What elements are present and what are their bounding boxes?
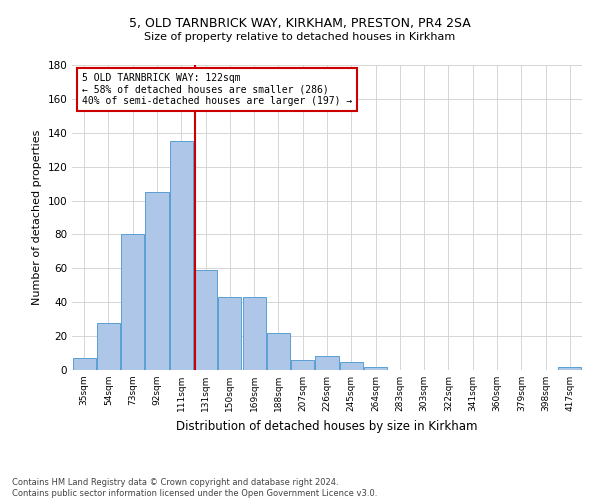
Bar xyxy=(291,360,314,370)
Bar xyxy=(170,141,193,370)
Bar xyxy=(559,366,581,370)
Bar xyxy=(194,270,217,370)
Bar xyxy=(340,362,363,370)
Text: 5 OLD TARNBRICK WAY: 122sqm
← 58% of detached houses are smaller (286)
40% of se: 5 OLD TARNBRICK WAY: 122sqm ← 58% of det… xyxy=(82,72,352,106)
Y-axis label: Number of detached properties: Number of detached properties xyxy=(32,130,42,305)
X-axis label: Distribution of detached houses by size in Kirkham: Distribution of detached houses by size … xyxy=(176,420,478,432)
Bar xyxy=(267,332,290,370)
Bar xyxy=(121,234,144,370)
Text: 5, OLD TARNBRICK WAY, KIRKHAM, PRESTON, PR4 2SA: 5, OLD TARNBRICK WAY, KIRKHAM, PRESTON, … xyxy=(129,18,471,30)
Bar xyxy=(73,358,95,370)
Text: Size of property relative to detached houses in Kirkham: Size of property relative to detached ho… xyxy=(145,32,455,42)
Bar xyxy=(242,297,266,370)
Text: Contains HM Land Registry data © Crown copyright and database right 2024.
Contai: Contains HM Land Registry data © Crown c… xyxy=(12,478,377,498)
Bar xyxy=(97,322,120,370)
Bar xyxy=(145,192,169,370)
Bar xyxy=(364,366,387,370)
Bar xyxy=(316,356,338,370)
Bar xyxy=(218,297,241,370)
